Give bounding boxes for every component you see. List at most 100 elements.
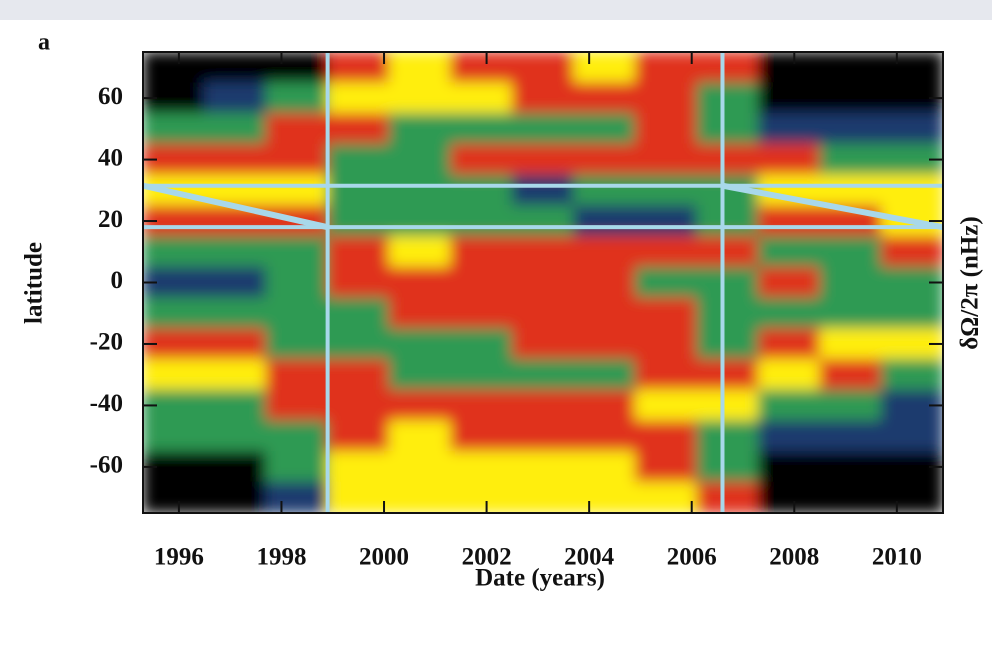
heat-cell	[696, 205, 759, 237]
heat-cell	[204, 297, 267, 330]
heat-cell	[511, 82, 575, 114]
heat-cell	[573, 358, 636, 391]
heat-cell	[327, 451, 390, 483]
heat-cell	[511, 174, 575, 207]
heat-cell	[757, 358, 821, 391]
heat-cell	[696, 451, 759, 483]
heat-cell	[265, 358, 329, 391]
heat-cell	[265, 297, 329, 330]
heat-cell	[450, 420, 513, 453]
panel-label: a	[38, 30, 50, 56]
top-strip	[0, 0, 992, 20]
heat-cell	[143, 235, 206, 268]
heat-cell	[880, 481, 943, 513]
heat-cell	[634, 451, 698, 483]
heat-cell	[388, 82, 452, 114]
heat-cell	[265, 235, 329, 268]
heat-cell	[757, 328, 821, 360]
heat-cell	[204, 266, 267, 299]
heat-cell	[880, 174, 943, 207]
x-tick-label: 2010	[872, 544, 922, 571]
heat-cell	[327, 266, 390, 299]
heat-cell	[573, 52, 636, 84]
heat-cell	[204, 451, 267, 483]
heat-cell	[388, 205, 452, 237]
heat-cell	[388, 358, 452, 391]
heat-cell	[696, 266, 759, 299]
heat-cell	[143, 481, 206, 513]
heat-cell	[265, 266, 329, 299]
heat-cell	[204, 112, 267, 145]
y-tick-label: 0	[111, 267, 124, 294]
heat-cell	[757, 52, 821, 84]
heat-cell	[696, 297, 759, 330]
heat-cell	[204, 143, 267, 176]
heat-cell	[573, 205, 636, 237]
heat-cell	[819, 174, 882, 207]
heat-cell	[757, 420, 821, 453]
heat-cell	[388, 481, 452, 513]
heat-cell	[819, 112, 882, 145]
heat-cell	[696, 112, 759, 145]
heat-cell	[880, 358, 943, 391]
heat-cell	[757, 481, 821, 513]
heat-cell	[757, 143, 821, 176]
heat-cell	[757, 205, 821, 237]
heat-cell	[327, 82, 390, 114]
heat-cell	[450, 143, 513, 176]
heat-cell	[327, 174, 390, 207]
x-tick-label: 2000	[359, 544, 409, 571]
heat-cell	[634, 52, 698, 84]
heat-cell	[573, 235, 636, 268]
heat-cell	[204, 481, 267, 513]
x-tick-label: 1996	[154, 544, 204, 571]
heat-cell	[143, 52, 206, 84]
heat-cell	[634, 481, 698, 513]
heat-cell	[265, 389, 329, 422]
heat-cell	[450, 82, 513, 114]
heat-cell	[265, 112, 329, 145]
heat-cell	[634, 328, 698, 360]
heat-cell	[696, 82, 759, 114]
heat-cell	[573, 328, 636, 360]
heat-cell	[819, 297, 882, 330]
heat-cell	[327, 52, 390, 84]
heat-cell	[388, 328, 452, 360]
heat-cell	[388, 297, 452, 330]
axes: 1996 1998 2000 2002 2004 2006 2008 2010 -60 -40 -2…	[90, 52, 943, 571]
heat-cell	[450, 205, 513, 237]
heat-cell	[265, 451, 329, 483]
heat-cell	[634, 205, 698, 237]
heat-cell	[450, 52, 513, 84]
heat-cell	[511, 143, 575, 176]
y-tick-label: 60	[98, 83, 123, 110]
heat-cell	[819, 143, 882, 176]
heat-cell	[388, 112, 452, 145]
heat-cell	[819, 52, 882, 84]
heat-cell	[634, 112, 698, 145]
heat-cell	[388, 451, 452, 483]
heat-cell	[696, 389, 759, 422]
heat-cell	[388, 389, 452, 422]
heat-cell	[450, 235, 513, 268]
heat-cell	[265, 481, 329, 513]
heat-cell	[634, 389, 698, 422]
heat-cell	[819, 420, 882, 453]
heat-cell	[880, 235, 943, 268]
heat-cell	[511, 389, 575, 422]
heat-cell	[143, 112, 206, 145]
heat-cell	[511, 112, 575, 145]
heat-cell	[450, 297, 513, 330]
heat-cell	[265, 174, 329, 207]
heat-cell	[511, 481, 575, 513]
y-tick-label: 40	[98, 144, 123, 171]
x-tick-label: 2006	[667, 544, 717, 571]
y-tick-label: 20	[98, 206, 123, 233]
heat-cell	[327, 235, 390, 268]
heat-cell	[388, 420, 452, 453]
heat-cell	[450, 481, 513, 513]
heat-cell	[819, 481, 882, 513]
x-tick-label: 2004	[564, 544, 615, 571]
heat-cell	[819, 358, 882, 391]
heat-cell	[634, 420, 698, 453]
